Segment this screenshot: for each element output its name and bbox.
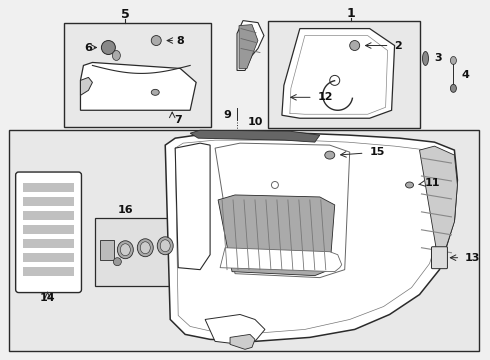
Polygon shape [205, 315, 265, 345]
Polygon shape [23, 253, 74, 262]
Ellipse shape [325, 151, 335, 159]
Polygon shape [165, 133, 457, 341]
FancyBboxPatch shape [16, 172, 81, 293]
Polygon shape [23, 183, 74, 192]
Text: 6: 6 [84, 42, 93, 53]
Polygon shape [23, 197, 74, 206]
Polygon shape [239, 24, 258, 68]
Ellipse shape [450, 84, 456, 92]
Ellipse shape [157, 237, 173, 255]
Polygon shape [218, 195, 335, 276]
Text: 4: 4 [462, 71, 469, 80]
Ellipse shape [422, 51, 428, 66]
Ellipse shape [406, 182, 414, 188]
Polygon shape [80, 77, 93, 95]
Polygon shape [215, 143, 350, 278]
Ellipse shape [101, 41, 115, 54]
Ellipse shape [151, 89, 159, 95]
Polygon shape [23, 225, 74, 234]
Text: 16: 16 [118, 205, 133, 215]
Ellipse shape [118, 241, 133, 259]
Polygon shape [419, 146, 457, 268]
Text: 9: 9 [223, 110, 231, 120]
Text: 14: 14 [40, 293, 55, 302]
Ellipse shape [140, 242, 150, 254]
FancyBboxPatch shape [432, 247, 447, 269]
Bar [96, 218, 195, 285]
Text: 11: 11 [424, 178, 440, 188]
Polygon shape [175, 143, 210, 270]
Text: 1: 1 [347, 7, 356, 20]
Polygon shape [190, 130, 320, 142]
Bar [273, 92, 287, 101]
Polygon shape [23, 239, 74, 248]
Text: 7: 7 [174, 115, 182, 125]
Polygon shape [220, 248, 342, 272]
Polygon shape [230, 334, 255, 349]
Ellipse shape [113, 258, 122, 266]
Text: 2: 2 [394, 41, 402, 50]
Bar [64, 23, 211, 127]
Ellipse shape [450, 57, 456, 64]
Polygon shape [237, 21, 264, 71]
Text: 15: 15 [369, 147, 385, 157]
Text: 8: 8 [176, 36, 184, 46]
Ellipse shape [137, 239, 153, 257]
Ellipse shape [112, 50, 121, 60]
Text: 12: 12 [318, 92, 333, 102]
Text: 3: 3 [435, 54, 442, 63]
Ellipse shape [121, 244, 130, 256]
Text: 13: 13 [465, 253, 480, 263]
Ellipse shape [160, 240, 170, 252]
Polygon shape [282, 28, 394, 118]
Bar [100, 240, 114, 260]
Polygon shape [23, 211, 74, 220]
Polygon shape [80, 62, 196, 110]
Bar [268, 21, 419, 128]
Text: 5: 5 [121, 8, 130, 21]
Text: 10: 10 [248, 117, 263, 127]
Polygon shape [23, 267, 74, 276]
Ellipse shape [350, 41, 360, 50]
Ellipse shape [151, 36, 161, 45]
Bar [9, 130, 479, 351]
